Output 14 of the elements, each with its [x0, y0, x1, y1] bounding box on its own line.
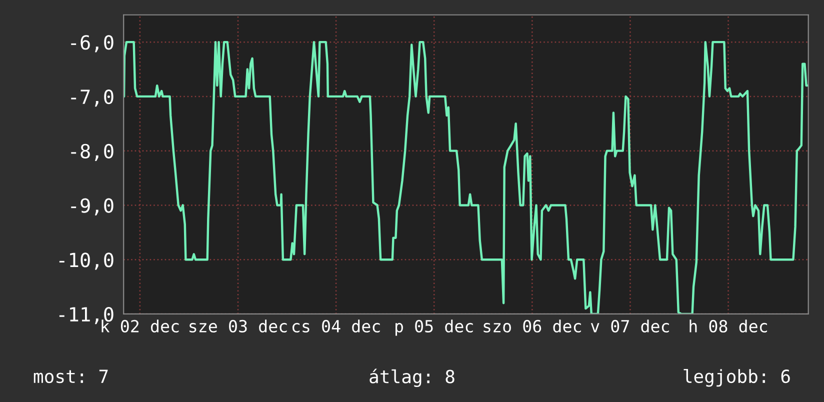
x-tick-label: v 07 dec [590, 320, 669, 333]
y-tick-label: -8,0 [71, 144, 114, 161]
text: legjobb: 6 [684, 369, 790, 387]
text: most: 7 [34, 370, 108, 384]
x-tick-label: sze 03 dec [190, 320, 287, 333]
y-tick-label: -6,0 [71, 35, 114, 52]
x-tick-label: cs 04 dec [292, 320, 380, 333]
y-tick-label: -7,0 [71, 89, 114, 107]
y-tick-label: -10,0 [59, 252, 114, 270]
x-tick-label: szo 06 dec [484, 320, 581, 333]
text: átlag: 8 [370, 368, 454, 388]
x-tick-label: h 08 dec [690, 320, 768, 333]
x-tick-label: p 05 dec [396, 320, 473, 336]
y-tick-label: -9,0 [71, 198, 114, 216]
